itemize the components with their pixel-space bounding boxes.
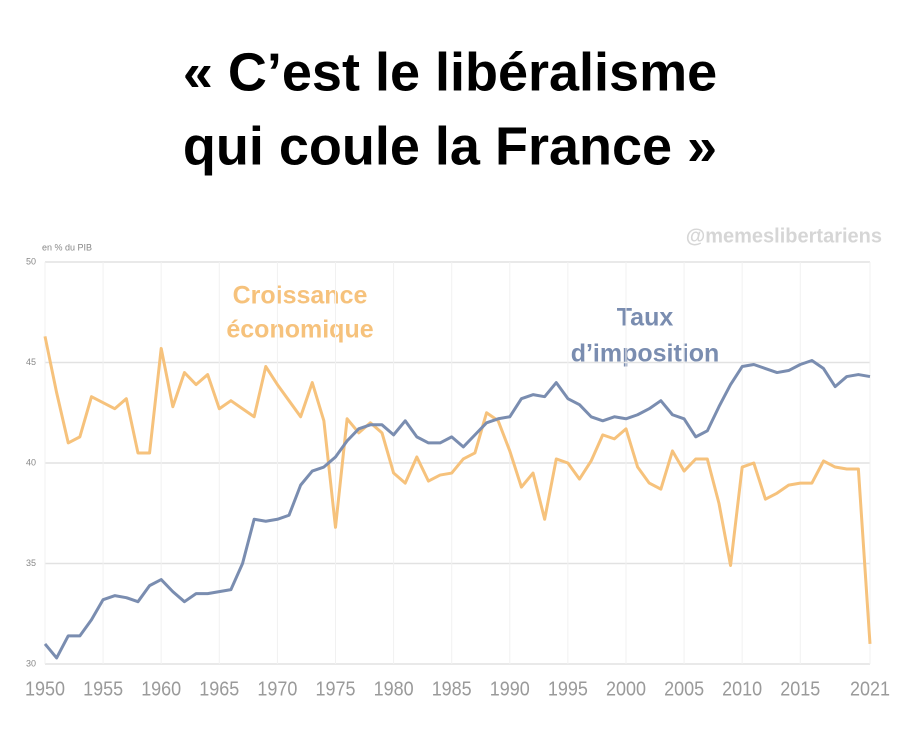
annotation: Taux: [617, 304, 674, 332]
chart-title: qui coule la France »: [183, 116, 717, 176]
y-axis-label: en % du PIB: [42, 242, 92, 252]
y-tick-label: 40: [26, 457, 36, 467]
x-tick-label: 1955: [83, 678, 123, 700]
y-tick-label: 45: [26, 357, 36, 367]
y-tick-label: 30: [26, 658, 36, 668]
annotation: Croissance: [233, 282, 368, 310]
x-tick-label: 2000: [606, 678, 646, 700]
x-tick-label: 1960: [141, 678, 181, 700]
x-tick-label: 1995: [548, 678, 588, 700]
x-tick-label: 2021: [850, 678, 890, 700]
x-tick-label: 1950: [25, 678, 65, 700]
y-tick-label: 35: [26, 558, 36, 568]
series-line: [43, 336, 872, 644]
y-tick-label: 50: [26, 256, 36, 266]
x-tick-label: 2010: [722, 678, 762, 700]
watermark: @memeslibertariens: [686, 225, 882, 247]
annotation: économique: [226, 316, 373, 344]
x-tick-label: 1980: [374, 678, 414, 700]
x-tick-label: 2005: [664, 678, 704, 700]
x-tick-label: 2015: [780, 678, 820, 700]
x-tick-label: 1990: [490, 678, 530, 700]
x-tick-label: 1985: [432, 678, 472, 700]
x-tick-label: 1965: [199, 678, 239, 700]
x-tick-label: 1975: [315, 678, 355, 700]
chart-title: « C’est le libéralisme: [183, 42, 717, 102]
series-line: [43, 358, 871, 660]
annotation: d’imposition: [571, 340, 720, 368]
x-tick-label: 1970: [257, 678, 297, 700]
